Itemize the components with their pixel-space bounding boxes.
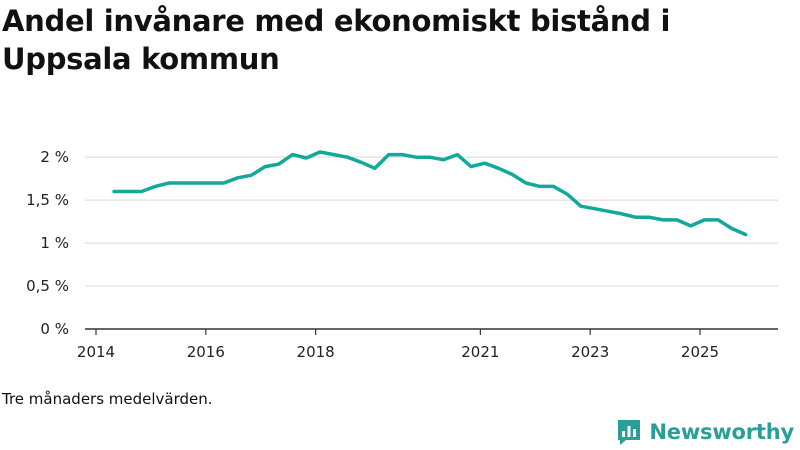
x-axis	[85, 328, 778, 335]
data-point	[593, 207, 596, 210]
data-point	[730, 227, 734, 230]
data-point	[332, 153, 335, 156]
brand-logo[interactable]: Newsworthy	[616, 418, 794, 446]
data-point	[511, 173, 514, 176]
data-point	[387, 153, 390, 156]
data-point	[346, 155, 349, 159]
data-point	[456, 153, 459, 156]
y-tick-label: 0,5 %	[26, 277, 69, 295]
data-point	[634, 216, 637, 219]
data-point	[305, 156, 308, 160]
x-tick-label: 2021	[461, 343, 499, 361]
data-point	[401, 153, 404, 156]
data-point	[538, 185, 541, 188]
y-axis-ticks: 0 % 0,5 % 1 % 1,5 % 2 %	[26, 148, 69, 338]
data-point	[689, 224, 692, 228]
data-point	[318, 150, 322, 154]
y-tick-label: 2 %	[40, 148, 69, 166]
data-point	[209, 181, 212, 185]
series-line	[112, 150, 748, 237]
data-point	[703, 218, 706, 222]
data-point	[140, 190, 143, 193]
x-tick-label: 2014	[77, 343, 115, 361]
data-point	[236, 176, 239, 179]
data-point	[360, 161, 363, 164]
data-point	[469, 165, 473, 168]
data-point	[648, 216, 651, 219]
series-layer	[112, 150, 748, 237]
data-point	[662, 218, 665, 222]
data-point	[442, 158, 445, 161]
data-point	[222, 181, 226, 185]
brand-name: Newsworthy	[649, 420, 794, 444]
x-tick-label: 2025	[681, 343, 719, 361]
y-tick-label: 1,5 %	[26, 191, 69, 209]
y-tick-label: 1 %	[40, 234, 69, 252]
data-point	[716, 218, 720, 222]
data-point	[263, 165, 267, 168]
y-tick-label: 0 %	[40, 320, 69, 338]
data-point	[607, 210, 610, 213]
data-point	[524, 181, 528, 185]
data-point	[126, 190, 130, 193]
data-point	[497, 167, 500, 170]
x-tick-label: 2016	[187, 343, 225, 361]
data-point	[167, 181, 171, 185]
data-point	[181, 181, 184, 185]
data-point	[675, 218, 679, 222]
data-point	[154, 185, 157, 188]
data-point	[565, 192, 569, 196]
x-axis-ticks: 2014 2016 2018 2021 2023 2025	[77, 343, 719, 361]
data-point	[277, 162, 281, 166]
data-point	[579, 204, 583, 208]
x-tick-label: 2023	[571, 343, 609, 361]
newsworthy-logo-icon	[618, 420, 641, 445]
data-point	[552, 185, 555, 188]
data-point	[373, 167, 377, 170]
data-point	[428, 155, 432, 159]
data-point	[483, 161, 486, 165]
data-point	[414, 155, 418, 159]
data-point	[195, 181, 198, 185]
x-tick-label: 2018	[297, 343, 335, 361]
data-point	[744, 233, 747, 236]
data-point	[250, 174, 253, 177]
chart-title: Andel invånare med ekonomiskt bistånd i …	[2, 4, 671, 76]
data-point	[620, 212, 624, 216]
data-point	[112, 190, 116, 193]
data-point	[291, 153, 294, 156]
footnote: Tre månaders medelvärden.	[2, 390, 213, 408]
